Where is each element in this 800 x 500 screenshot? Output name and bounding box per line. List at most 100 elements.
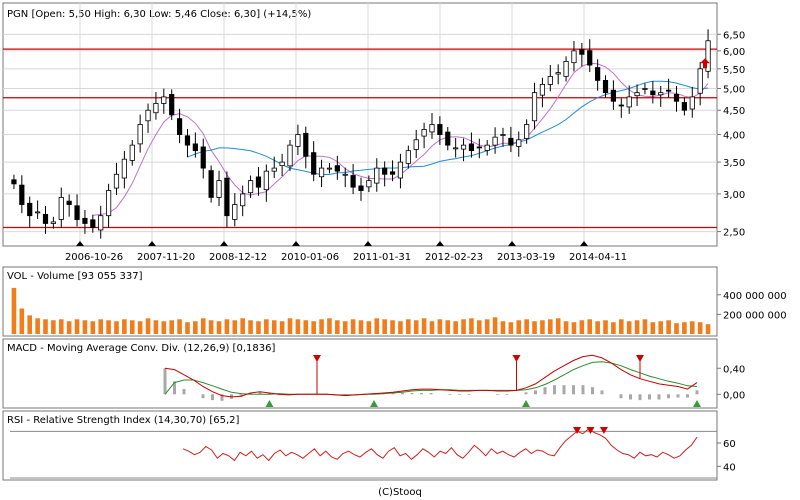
volume-bar bbox=[540, 320, 545, 334]
volume-bar bbox=[208, 320, 214, 334]
price-xtick-label: 2014-04-11 bbox=[569, 252, 627, 263]
price-ytick-label: 2,50 bbox=[723, 228, 745, 239]
volume-bar bbox=[461, 319, 466, 334]
price-xtick-label: 2011-01-31 bbox=[353, 252, 411, 263]
macd-histogram-bar bbox=[638, 394, 642, 401]
volume-bar bbox=[287, 318, 293, 334]
up-arrow-icon bbox=[700, 58, 710, 69]
volume-bar bbox=[271, 320, 277, 334]
volume-bar bbox=[11, 287, 17, 334]
macd-histogram-bar bbox=[391, 393, 395, 395]
candle-body bbox=[232, 204, 238, 220]
macd-histogram-bar bbox=[534, 390, 537, 395]
axis-marker-icon bbox=[148, 241, 156, 246]
macd-histogram-bar bbox=[239, 394, 243, 397]
axis-marker-icon bbox=[364, 241, 372, 246]
candle-body bbox=[224, 177, 230, 217]
price-panel-frame bbox=[2, 2, 718, 247]
volume-bar bbox=[27, 315, 33, 334]
candle-body bbox=[192, 143, 198, 152]
price-xtick-label: 2008-12-12 bbox=[209, 252, 267, 263]
candle-body bbox=[318, 167, 325, 178]
macd-histogram-bar bbox=[467, 394, 471, 395]
macd-histogram-bar bbox=[429, 392, 433, 395]
buy-signal-triangle-icon bbox=[370, 400, 378, 407]
volume-bar bbox=[579, 320, 585, 334]
volume-bar bbox=[264, 319, 269, 334]
candle-body bbox=[389, 171, 396, 175]
volume-bar bbox=[634, 320, 640, 334]
volume-panel: VOL - Volume [93 055 337] 200 000 000 400… bbox=[2, 266, 787, 337]
volume-bar bbox=[193, 321, 198, 334]
volume-bar bbox=[421, 318, 427, 334]
overbought-triangle-icon bbox=[599, 427, 608, 434]
candle-body bbox=[547, 76, 553, 85]
candle-body bbox=[42, 213, 49, 224]
candle-body bbox=[437, 124, 443, 135]
volume-bar bbox=[390, 320, 395, 334]
volume-bar bbox=[611, 322, 616, 334]
volume-panel-title: VOL - Volume [93 055 337] bbox=[7, 271, 143, 282]
candle-body bbox=[697, 68, 703, 94]
candle-body bbox=[263, 170, 269, 191]
candle-body bbox=[595, 67, 601, 81]
candle-body bbox=[539, 83, 546, 96]
price-panel: PGN [Open: 5,50 High: 6,30 Low: 5,46 Clo… bbox=[2, 2, 745, 263]
axis-marker-icon bbox=[580, 241, 588, 246]
axis-marker-icon bbox=[292, 241, 300, 246]
volume-bar bbox=[626, 321, 632, 334]
candle-body bbox=[374, 167, 380, 184]
candle-body bbox=[650, 90, 656, 96]
axis-marker-icon bbox=[76, 241, 84, 246]
candle-body bbox=[326, 167, 333, 170]
volume-bar bbox=[682, 322, 687, 334]
volume-bar bbox=[35, 318, 40, 334]
volume-bar bbox=[603, 320, 608, 334]
volume-bar bbox=[492, 317, 498, 334]
volume-bar bbox=[43, 319, 48, 334]
candle-body bbox=[460, 144, 467, 150]
candle-body bbox=[27, 202, 33, 217]
price-ytick-label: 5,50 bbox=[723, 65, 745, 76]
candle-body bbox=[50, 221, 56, 224]
macd-panel-frame bbox=[2, 338, 718, 409]
macd-histogram-bar bbox=[420, 392, 423, 395]
volume-ytick-label: 400 000 000 bbox=[723, 291, 787, 302]
candle-body bbox=[240, 193, 246, 207]
macd-histogram-bar bbox=[258, 391, 262, 395]
candle-body bbox=[587, 50, 593, 66]
volume-bar bbox=[398, 321, 403, 334]
macd-histogram-bar bbox=[648, 394, 651, 400]
volume-bar bbox=[374, 318, 380, 334]
macd-histogram-bar bbox=[572, 385, 575, 395]
price-xtick-label: 2006-10-26 bbox=[65, 252, 123, 263]
volume-bar bbox=[327, 318, 332, 334]
volume-bar bbox=[185, 322, 190, 334]
candle-body bbox=[705, 40, 711, 72]
volume-bar bbox=[256, 321, 261, 334]
volume-bar bbox=[224, 319, 230, 334]
rsi-panel-frame bbox=[2, 410, 718, 481]
volume-bar bbox=[500, 321, 506, 334]
volume-bar bbox=[642, 319, 648, 334]
candle-body bbox=[113, 173, 120, 189]
candle-body bbox=[500, 134, 506, 136]
candle-body bbox=[516, 139, 522, 147]
price-xtick-label: 2007-11-20 bbox=[137, 252, 195, 263]
macd-histogram-bar bbox=[220, 394, 224, 401]
candle-body bbox=[176, 118, 183, 135]
volume-bar bbox=[311, 321, 316, 334]
volume-bar bbox=[240, 318, 245, 334]
macd-histogram-bar bbox=[182, 389, 186, 395]
volume-bar bbox=[303, 320, 309, 334]
candle-body bbox=[666, 89, 672, 92]
candle-body bbox=[11, 179, 17, 185]
candle-body bbox=[90, 219, 96, 228]
volume-bar bbox=[429, 321, 435, 334]
volume-bar bbox=[129, 320, 135, 334]
buy-signal-triangle-icon bbox=[265, 400, 274, 407]
macd-histogram-bar bbox=[600, 390, 604, 395]
rsi-line bbox=[182, 428, 698, 462]
volume-bar bbox=[697, 322, 703, 334]
candle-body bbox=[429, 124, 435, 133]
